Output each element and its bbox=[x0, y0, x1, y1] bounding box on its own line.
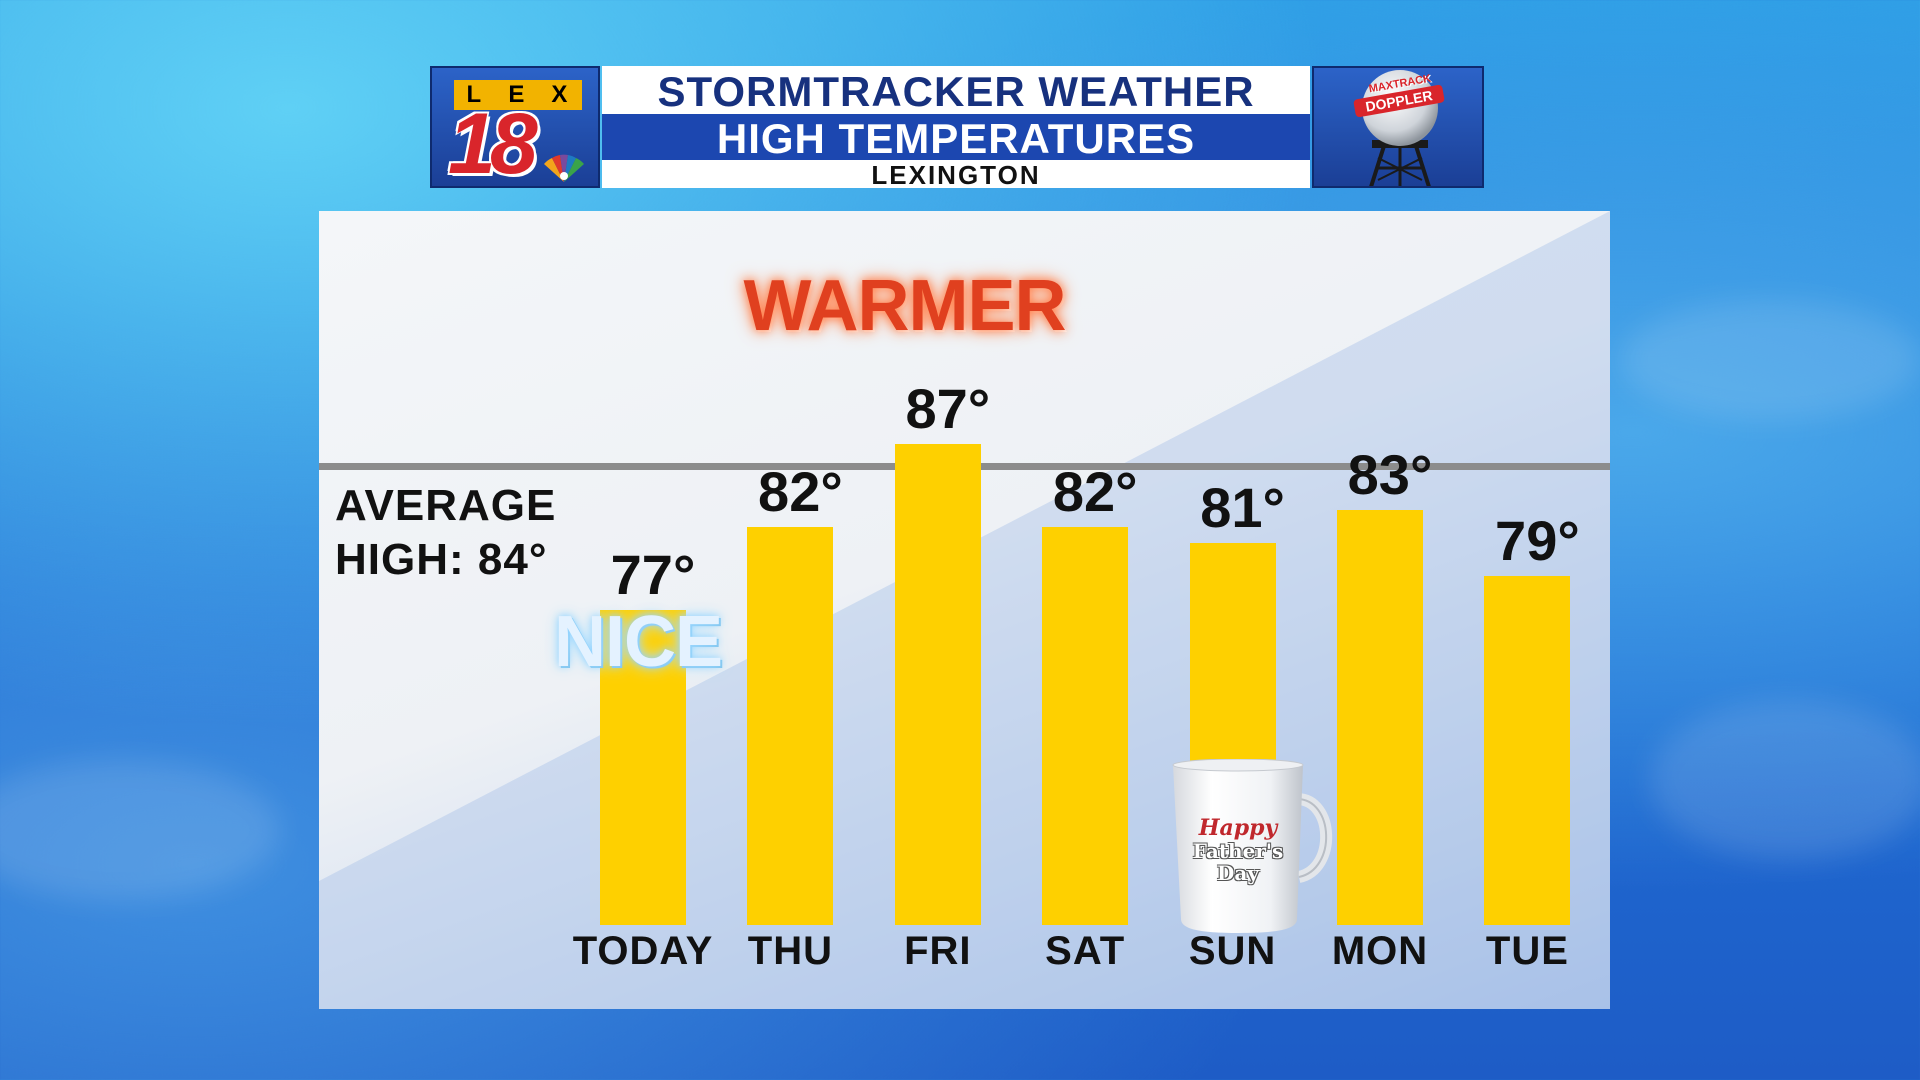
logo-number: 18 bbox=[448, 96, 538, 192]
data-label-tue: 79° bbox=[1495, 509, 1580, 573]
chart-title: HIGH TEMPERATURES bbox=[716, 115, 1196, 162]
fathers-day-mug: Happy Father's Day bbox=[1169, 758, 1339, 934]
data-label-sat: 82° bbox=[1052, 459, 1138, 523]
doppler-logo: MAXTRACK DOPPLER bbox=[1312, 66, 1484, 188]
data-label-mon: 83° bbox=[1347, 443, 1433, 506]
background-cloud bbox=[1620, 300, 1920, 420]
tick-label-thu: THU bbox=[747, 929, 833, 973]
data-label-sun: 81° bbox=[1200, 476, 1285, 540]
background-cloud bbox=[0, 760, 280, 900]
background-cloud bbox=[1650, 700, 1920, 860]
nice-annotation: NICE bbox=[554, 602, 723, 682]
bar-tue bbox=[1484, 576, 1571, 925]
chart-panel: AVERAGE HIGH: 84° WARMER 77° TODAY 82° THU 8… bbox=[319, 211, 1610, 1009]
tick-label-today: TODAY bbox=[572, 929, 714, 973]
average-label-line1: AVERAGE bbox=[335, 481, 557, 530]
bar-today bbox=[600, 609, 686, 925]
header-banner: L E X 18 STORMTRACKER WEATHER HIGH TEMPE… bbox=[430, 66, 1484, 190]
tick-label-fri: FRI bbox=[904, 929, 972, 973]
logo-letter: E bbox=[508, 81, 527, 108]
tick-label-tue: TUE bbox=[1485, 929, 1569, 973]
mug-text-fathers: Father's bbox=[1192, 839, 1284, 863]
bar-sat bbox=[1042, 526, 1129, 925]
logo-letters: L E X bbox=[454, 80, 582, 110]
logo-letter: X bbox=[551, 81, 570, 108]
title-box: STORMTRACKER WEATHER HIGH TEMPERATURES L… bbox=[602, 66, 1310, 190]
average-high-label: AVERAGE HIGH: 84° bbox=[335, 479, 595, 587]
station-title: STORMTRACKER WEATHER bbox=[657, 68, 1255, 115]
tick-label-sat: SAT bbox=[1045, 929, 1126, 973]
tick-label-mon: MON bbox=[1331, 929, 1429, 973]
station-logo: L E X 18 bbox=[430, 66, 600, 188]
bar-fri bbox=[894, 443, 981, 925]
data-label-fri: 87° bbox=[905, 376, 991, 440]
mug-text-day: Day bbox=[1217, 861, 1259, 885]
peacock-icon bbox=[544, 154, 584, 182]
title-bar bbox=[602, 114, 1310, 160]
data-label-thu: 82° bbox=[758, 459, 843, 523]
coffee-mug-icon bbox=[1172, 758, 1333, 933]
location-label: LEXINGTON bbox=[871, 160, 1041, 190]
tick-label-sun: SUN bbox=[1188, 929, 1277, 973]
bar-mon bbox=[1337, 510, 1423, 925]
average-label-line2: HIGH: 84° bbox=[335, 535, 548, 584]
logo-letter: L bbox=[466, 81, 484, 108]
warmer-annotation: WARMER bbox=[743, 266, 1067, 346]
data-label-today: 77° bbox=[610, 542, 696, 606]
mug-text-happy: Happy bbox=[1198, 815, 1278, 841]
bar-thu bbox=[747, 526, 834, 925]
